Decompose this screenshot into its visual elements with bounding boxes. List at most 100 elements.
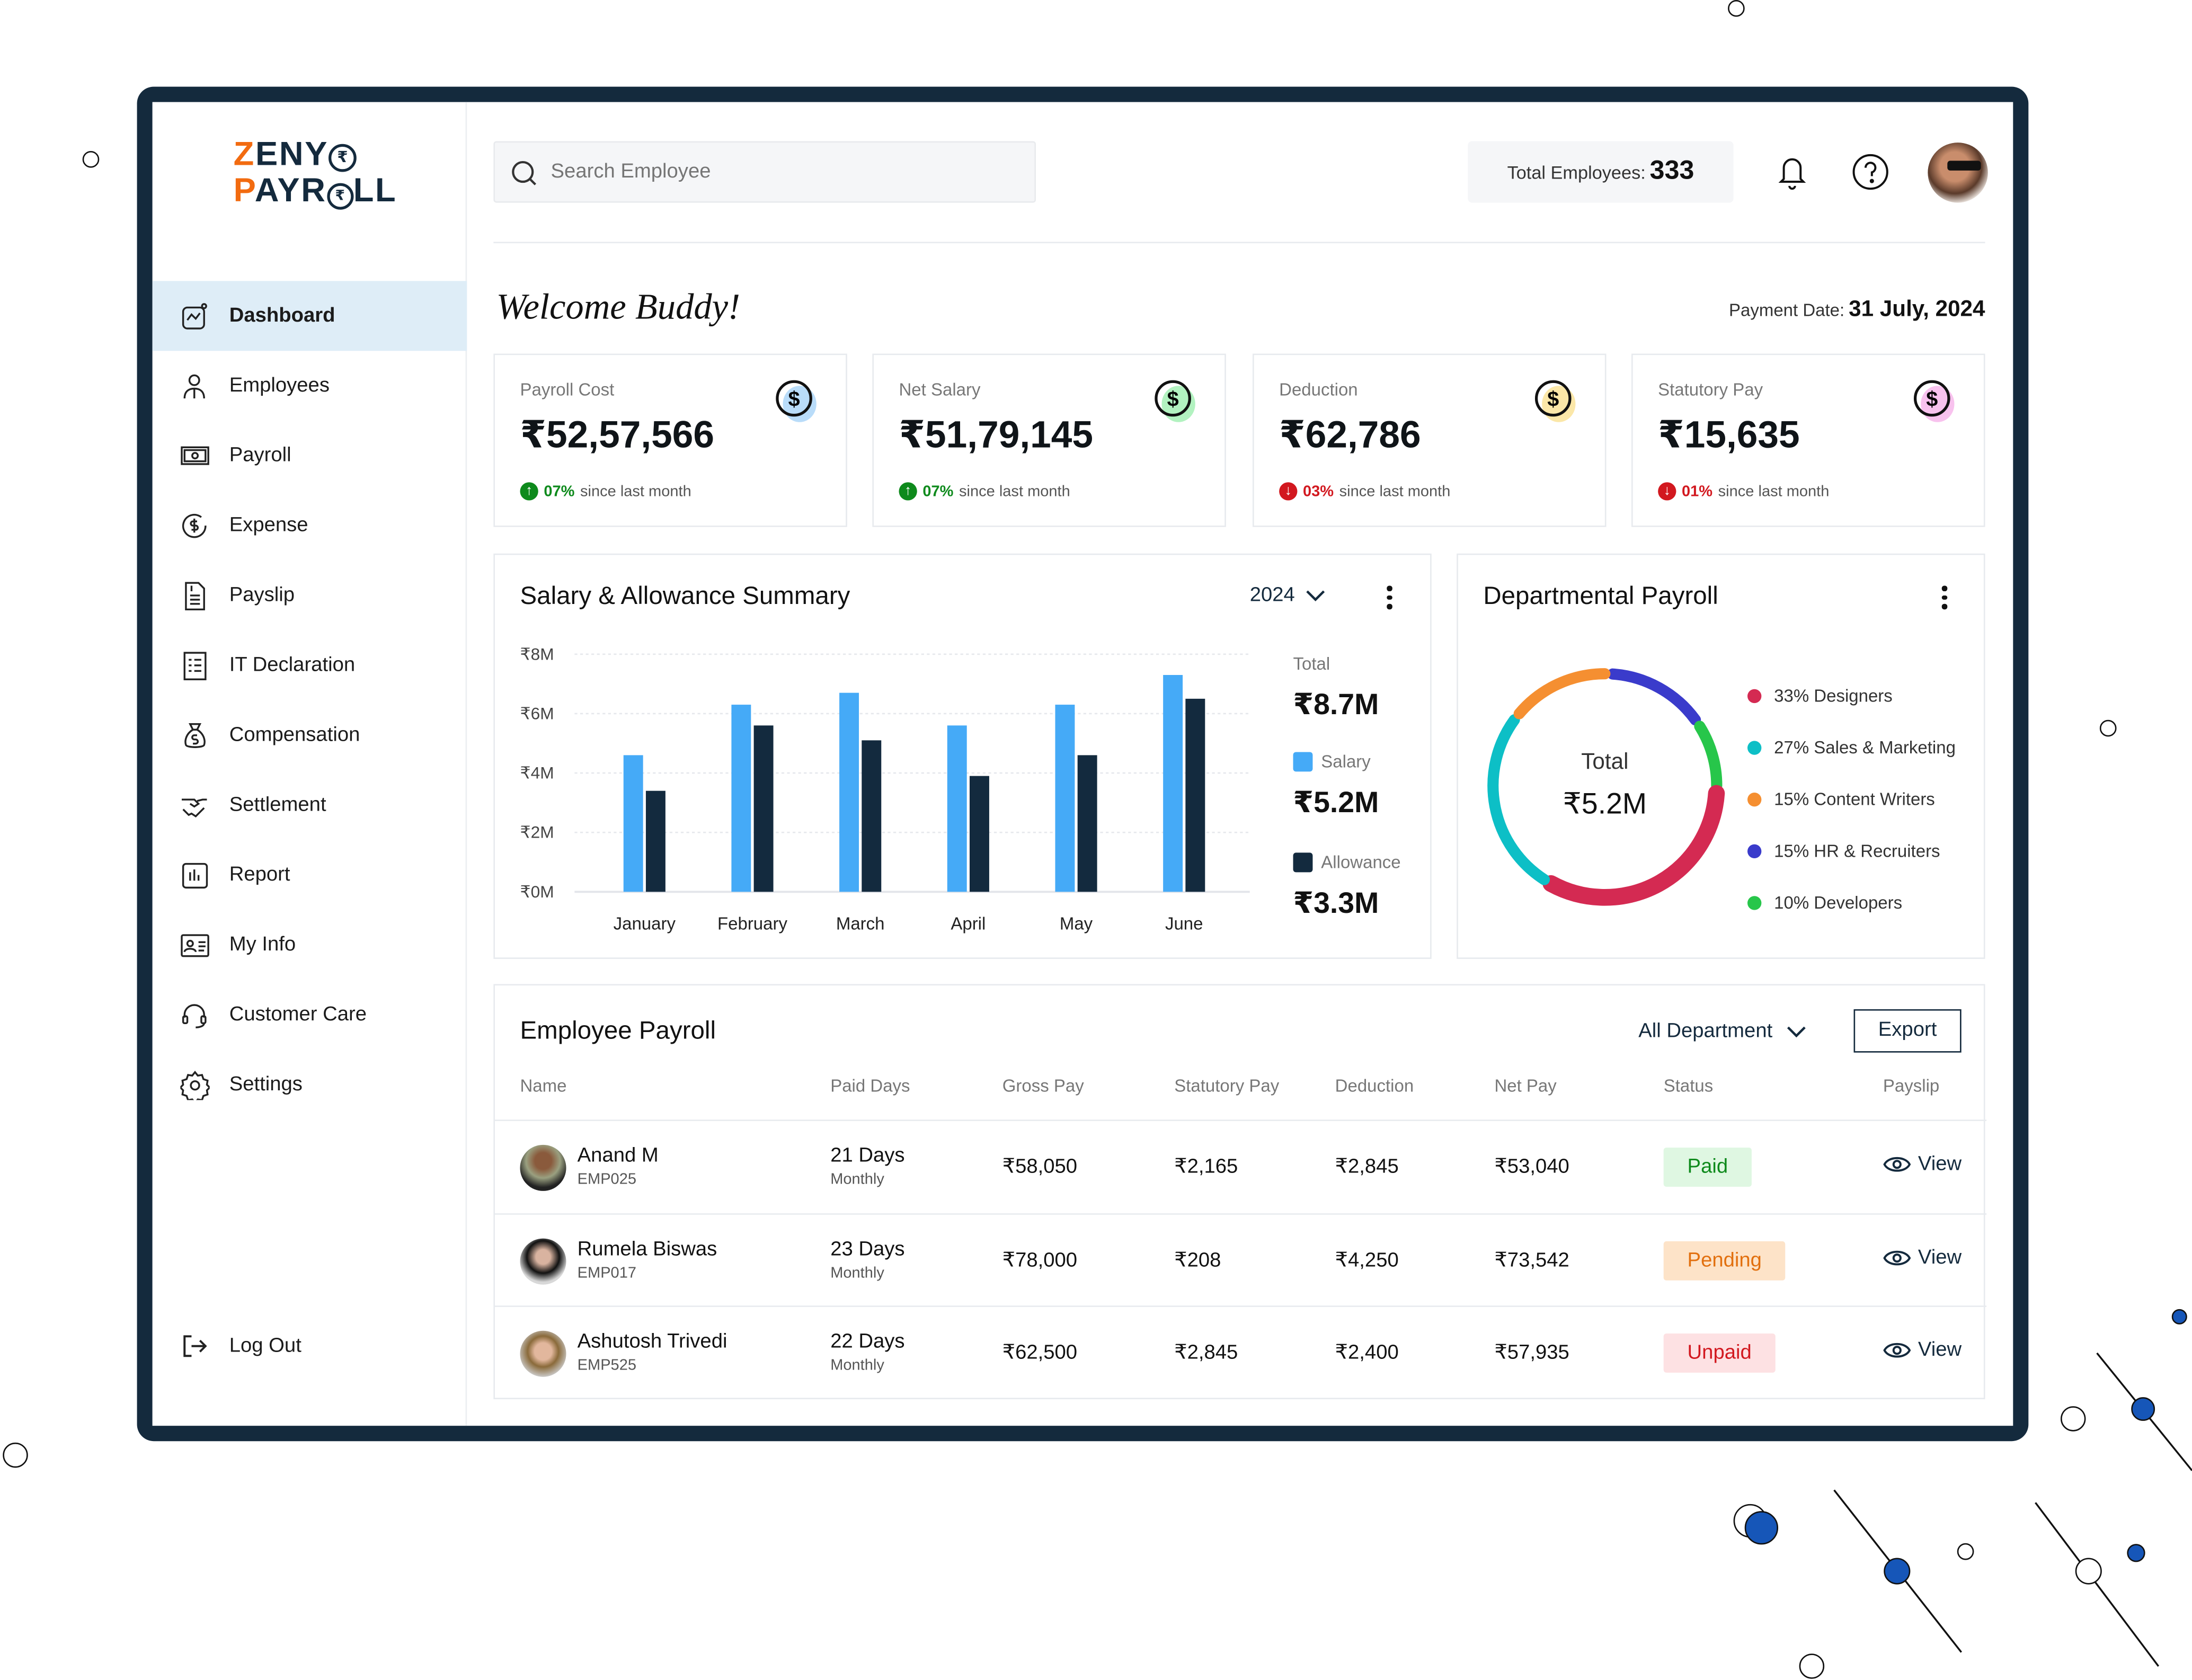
legend-dot: [1747, 688, 1762, 703]
bar-salary-april: [947, 725, 967, 892]
sidebar-item-customer-care[interactable]: Customer Care: [153, 980, 467, 1050]
status-badge: Unpaid: [1663, 1334, 1776, 1373]
bar-salary-february: [731, 705, 751, 892]
employee-avatar: [520, 1330, 566, 1377]
donut-slice-hr-recruiters: [1607, 668, 1701, 726]
employee-name-cell: Rumela Biswas EMP017: [577, 1238, 717, 1282]
dollar-coin-icon: $: [1155, 380, 1195, 422]
sidebar-item-settings[interactable]: Settings: [153, 1050, 467, 1119]
table-row: Anand M EMP025 21 Days Monthly ₹58,050 ₹2,…: [494, 1119, 1987, 1212]
legend-allowance: Allowance: [1293, 852, 1401, 873]
svg-text:$: $: [788, 387, 800, 411]
logout-icon: [179, 1331, 210, 1362]
svg-text:$: $: [1547, 387, 1559, 411]
logo-line1: ZENY: [233, 135, 329, 174]
legend-dot: [1747, 792, 1762, 806]
sidebar-item-payslip[interactable]: Payslip: [153, 561, 467, 630]
x-tick-label: April: [951, 914, 986, 934]
gross-pay-cell: ₹62,500: [1002, 1341, 1078, 1365]
decor-dot: [1744, 1511, 1779, 1545]
logout-button[interactable]: Log Out: [153, 1311, 467, 1381]
department-filter[interactable]: All Department: [1638, 1020, 1806, 1043]
logo: ZENY ₹ PAYR ₹ LL: [233, 135, 397, 210]
dollar-coin-icon: $: [1534, 380, 1576, 422]
view-payslip-button[interactable]: View: [1883, 1153, 1962, 1176]
user-avatar[interactable]: [1928, 143, 1988, 203]
legend-item: 15% HR & Recruiters: [1747, 825, 1956, 877]
year-select[interactable]: 2024: [1250, 584, 1326, 607]
bell-icon[interactable]: [1776, 154, 1809, 190]
sidebar-item-it-declaration[interactable]: IT Declaration: [153, 630, 467, 700]
stat-card-payroll-cost: Payroll Cost ₹52,57,566 ↑ 07% since last m…: [493, 353, 847, 527]
table-row: Ashutosh Trivedi EMP525 22 Days Monthly ₹6…: [494, 1305, 1987, 1398]
view-payslip-button[interactable]: View: [1883, 1246, 1962, 1268]
employee-avatar: [520, 1144, 566, 1191]
bar-salary-march: [839, 692, 859, 892]
y-tick-label: ₹8M: [520, 644, 554, 663]
more-options-icon[interactable]: [1941, 585, 1948, 612]
status-badge: Pending: [1663, 1240, 1786, 1280]
sidebar-item-payroll[interactable]: Payroll: [153, 421, 467, 491]
gross-pay-cell: ₹58,050: [1002, 1155, 1078, 1179]
column-header: Paid Days: [830, 1076, 910, 1096]
it-declaration-icon: [179, 650, 210, 681]
decor-circle: [1728, 0, 1745, 17]
bar-salary-may: [1055, 705, 1075, 892]
chevron-down-icon: [1307, 590, 1325, 601]
employees-icon: [179, 370, 210, 401]
decor-circle: [82, 150, 100, 168]
column-header: Status: [1663, 1076, 1714, 1096]
donut-slice-sales-marketing: [1487, 714, 1550, 885]
arrow-up-icon: ↑: [899, 482, 917, 501]
svg-text:$: $: [1167, 387, 1179, 411]
column-header: Net Pay: [1494, 1076, 1557, 1096]
rupee-coin-icon: ₹: [326, 183, 353, 210]
sidebar-item-dashboard[interactable]: Dashboard: [152, 281, 467, 351]
sidebar-item-report[interactable]: Report: [153, 840, 467, 910]
paid-days-cell: 21 Days Monthly: [830, 1144, 905, 1188]
search-box[interactable]: [493, 141, 1036, 203]
customer-care-icon: [179, 999, 210, 1030]
decor-circle: [2061, 1406, 2086, 1432]
deduction-cell: ₹2,845: [1335, 1155, 1399, 1179]
donut-center: Total ₹5.2M: [1563, 750, 1647, 821]
report-icon: [179, 860, 210, 891]
salary-allowance-panel: Salary & Allowance Summary 2024 ₹0M ₹2M ₹4…: [493, 553, 1432, 959]
statutory-pay-cell: ₹2,845: [1174, 1341, 1238, 1365]
more-options-icon[interactable]: [1387, 585, 1392, 612]
logo-line2-end: LL: [353, 172, 397, 210]
sidebar-item-my-info[interactable]: My Info: [153, 910, 467, 980]
rupee-coin-icon: ₹: [329, 144, 357, 172]
bar-chart: ₹0M ₹2M ₹4M ₹6M ₹8M January February March April…: [520, 644, 1250, 934]
help-icon[interactable]: [1852, 154, 1889, 190]
table-row: Rumela Biswas EMP017 23 Days Monthly ₹78,0…: [494, 1212, 1987, 1305]
payslip-icon: [179, 580, 210, 611]
legend-item: 10% Developers: [1747, 876, 1956, 928]
bar-allowance-june: [1185, 698, 1205, 892]
eye-icon: [1883, 1250, 1911, 1265]
paid-days-cell: 23 Days Monthly: [830, 1238, 905, 1282]
chart-summary: Total ₹8.7M Salary ₹5.2M Allowance ₹3.3M: [1293, 654, 1401, 920]
sidebar-item-settlement[interactable]: Settlement: [153, 770, 467, 840]
export-button[interactable]: Export: [1853, 1009, 1962, 1053]
svg-text:$: $: [1926, 387, 1938, 411]
deduction-cell: ₹2,400: [1335, 1341, 1399, 1365]
y-tick-label: ₹0M: [520, 882, 554, 901]
chevron-down-icon: [1787, 1026, 1806, 1037]
view-payslip-button[interactable]: View: [1883, 1339, 1962, 1362]
app-window: ZENY ₹ PAYR ₹ LL Dashboard Employees Payrol…: [152, 102, 2013, 1426]
sidebar-item-compensation[interactable]: Compensation: [153, 700, 467, 770]
bar-allowance-april: [969, 776, 989, 892]
sidebar-item-employees[interactable]: Employees: [153, 351, 467, 421]
sidebar-item-expense[interactable]: Expense: [153, 491, 467, 561]
legend-swatch: [1293, 752, 1313, 772]
column-header: Gross Pay: [1002, 1076, 1084, 1096]
change-indicator: ↑ 07% since last month: [520, 482, 691, 501]
arrow-down-icon: ↓: [1279, 482, 1298, 501]
column-header: Statutory Pay: [1174, 1076, 1280, 1096]
search-input[interactable]: [551, 143, 1013, 201]
donut-chart: [1487, 668, 1725, 906]
total-employees: Total Employees: 333: [1468, 141, 1734, 203]
change-indicator: ↑ 07% since last month: [899, 482, 1070, 501]
